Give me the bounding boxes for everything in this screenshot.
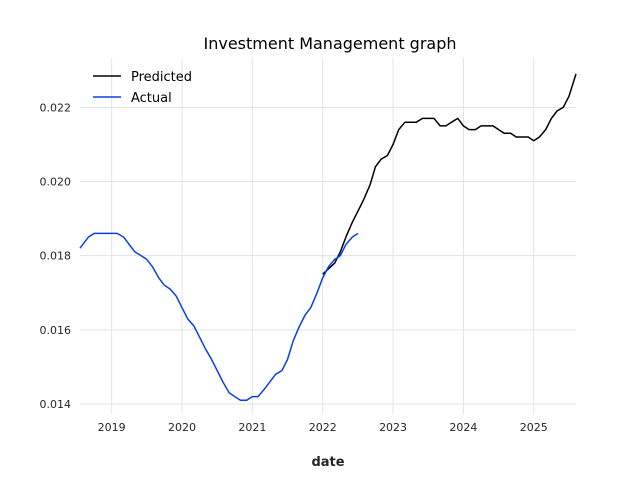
x-tick-label: 2022 [309, 421, 337, 434]
x-axis-label: date [311, 455, 344, 470]
series-layer [79, 73, 577, 402]
legend: Predicted Actual [93, 70, 192, 106]
x-axis: 2019 2020 2021 2022 2023 2024 2025 [98, 421, 548, 434]
x-tick-label: 2023 [379, 421, 407, 434]
y-tick-label: 0.018 [40, 250, 72, 263]
series-line-actual [79, 232, 359, 402]
x-tick-label: 2025 [520, 421, 548, 434]
legend-label-predicted: Predicted [131, 70, 192, 85]
chart-title: Investment Management graph [203, 34, 456, 53]
y-axis: 0.014 0.016 0.018 0.020 0.022 [40, 101, 72, 411]
x-tick-label: 2024 [449, 421, 477, 434]
grid [80, 58, 576, 414]
x-tick-label: 2019 [98, 421, 126, 434]
series-line-predicted [322, 73, 577, 275]
y-tick-label: 0.020 [40, 175, 72, 188]
y-tick-label: 0.016 [40, 324, 72, 337]
legend-label-actual: Actual [131, 91, 172, 106]
x-tick-label: 2020 [168, 421, 196, 434]
x-tick-label: 2021 [238, 421, 266, 434]
y-tick-label: 0.014 [40, 398, 72, 411]
y-tick-label: 0.022 [40, 101, 72, 114]
